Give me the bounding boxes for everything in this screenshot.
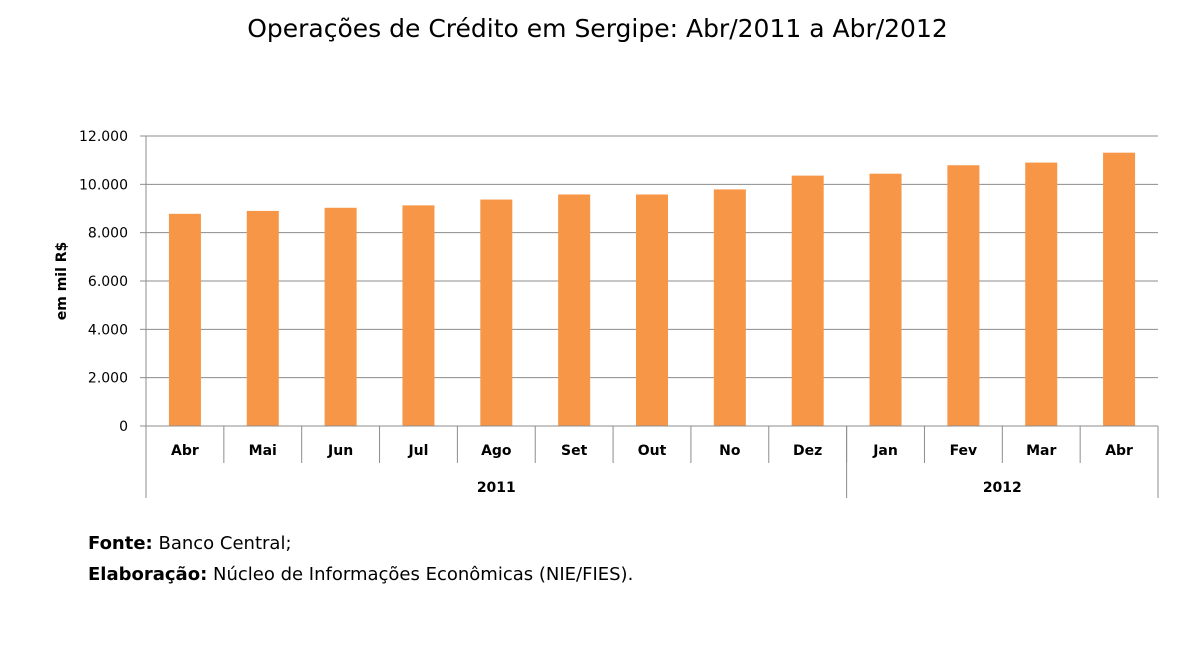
elaboration-label: Elaboração: <box>88 564 208 585</box>
x-tick-label: No <box>719 443 741 459</box>
x-tick-label: Set <box>561 443 588 459</box>
y-tick-label: 10.000 <box>79 177 128 193</box>
x-tick-label: Abr <box>171 443 199 459</box>
y-tick-label: 6.000 <box>88 274 128 290</box>
bar <box>558 194 591 426</box>
y-tick-label: 8.000 <box>88 226 128 242</box>
elaboration-value: Núcleo de Informações Econômicas (NIE/FI… <box>207 564 634 585</box>
bar <box>791 175 824 426</box>
x-tick-label: Jun <box>327 443 353 459</box>
source-value: Banco Central; <box>152 533 292 554</box>
source-line: Fonte: Banco Central; <box>88 533 292 554</box>
bar <box>480 199 513 426</box>
bar <box>713 189 746 426</box>
group-label: 2011 <box>477 480 516 496</box>
y-tick-label: 0 <box>119 419 128 435</box>
bar <box>324 207 357 426</box>
elaboration-line: Elaboração: Núcleo de Informações Econôm… <box>88 564 633 585</box>
bar <box>1025 162 1058 427</box>
x-tick-label: Jan <box>872 443 898 459</box>
x-tick-label: Dez <box>793 443 822 459</box>
y-tick-label: 2.000 <box>88 371 128 387</box>
bar <box>636 194 668 426</box>
x-tick-label: Abr <box>1105 443 1133 459</box>
y-tick-label: 12.000 <box>79 129 128 145</box>
x-tick-label: Fev <box>950 443 978 459</box>
x-tick-label: Ago <box>481 443 512 459</box>
group-label: 2012 <box>983 480 1022 496</box>
source-label: Fonte: <box>88 533 153 554</box>
bar <box>869 173 902 426</box>
x-tick-label: Mar <box>1026 443 1056 459</box>
bar <box>246 210 279 426</box>
x-tick-label: Out <box>638 443 667 459</box>
bar <box>402 205 435 426</box>
x-tick-label: Jul <box>407 443 428 459</box>
bar <box>947 165 980 426</box>
bar <box>1103 152 1136 427</box>
y-axis-title: em mil R$ <box>54 242 70 321</box>
x-tick-label: Mai <box>249 443 277 459</box>
bar <box>168 213 201 426</box>
chart-title: Operações de Crédito em Sergipe: Abr/201… <box>247 14 948 43</box>
y-tick-label: 4.000 <box>88 322 128 338</box>
